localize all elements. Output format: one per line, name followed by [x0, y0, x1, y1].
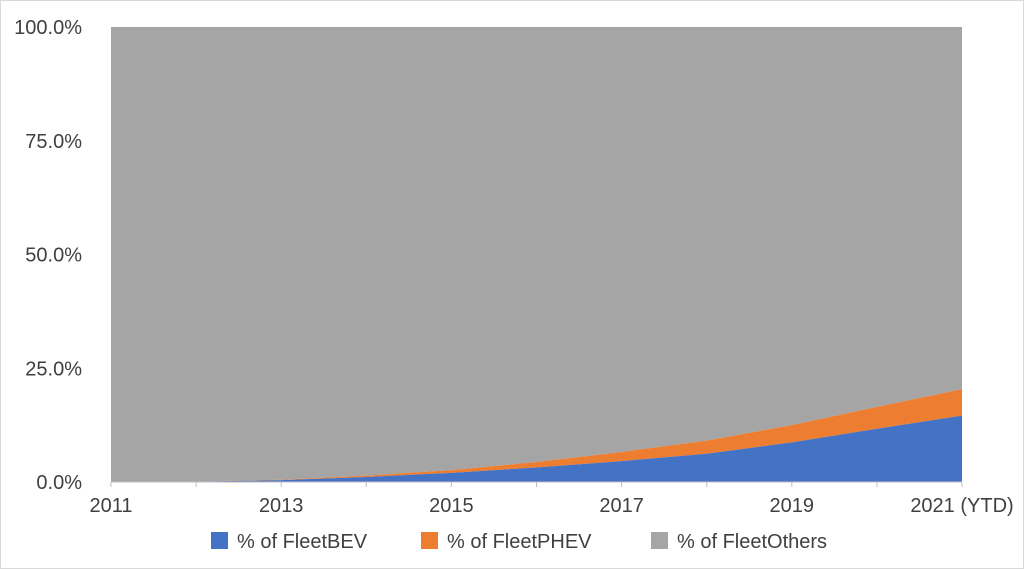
x-tick-label: 2011: [89, 495, 132, 517]
legend: % of FleetBEV % of FleetPHEV % of FleetOth…: [211, 531, 827, 553]
area-of-fleetbev: [111, 415, 962, 482]
x-tick-label: 2017: [599, 495, 644, 517]
plot-areas: [111, 27, 962, 482]
legend-label: % of FleetBEV: [237, 531, 368, 553]
legend-label: % of FleetPHEV: [447, 531, 592, 553]
area-of-fleetothers: [111, 27, 962, 482]
x-tick-label: 2019: [770, 495, 815, 517]
legend-label: % of FleetOthers: [677, 531, 827, 553]
y-tick-label: 100.0%: [14, 17, 82, 39]
y-tick-label: 25.0%: [25, 358, 82, 380]
legend-swatch: [421, 532, 438, 549]
x-tick-label: 2013: [259, 495, 304, 517]
legend-swatch: [651, 532, 668, 549]
x-tick-label: 2015: [429, 495, 474, 517]
axes: 2011 2013 2015 2017 2019 2021 (YTD) 0.0% 25.0% 5…: [14, 17, 1014, 517]
y-tick-label: 50.0%: [25, 245, 82, 267]
legend-swatch: [211, 532, 228, 549]
x-tick-label: 2021 (YTD): [910, 495, 1013, 517]
area-of-fleetphev: [111, 389, 962, 482]
y-tick-label: 0.0%: [36, 472, 82, 494]
y-tick-label: 75.0%: [25, 131, 82, 153]
